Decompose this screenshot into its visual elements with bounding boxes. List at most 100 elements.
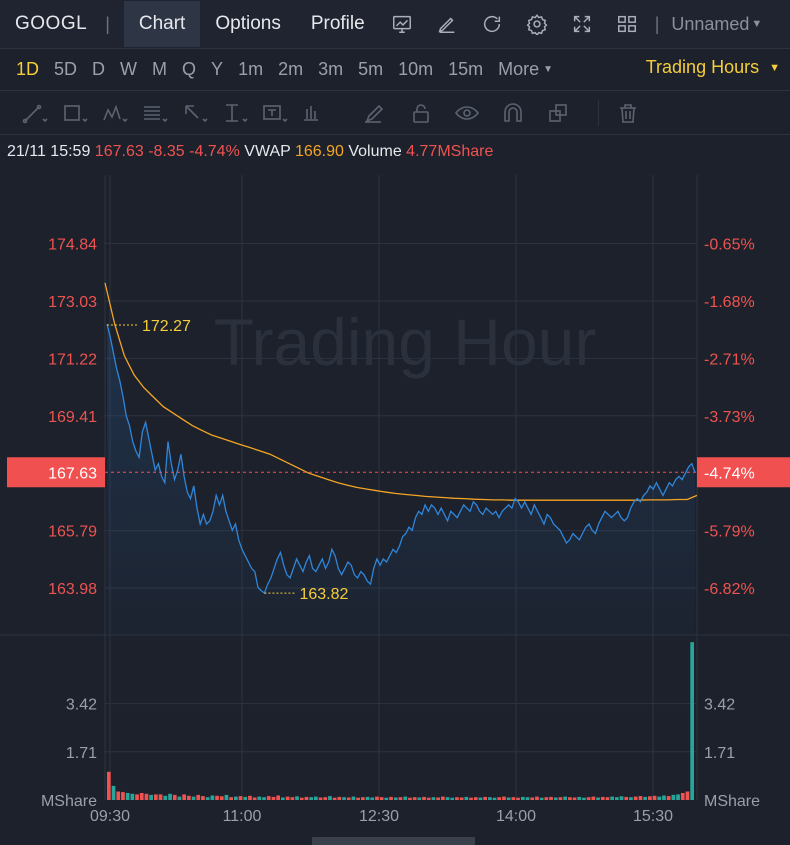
draw-icon[interactable] [435, 12, 459, 36]
volume-bar [389, 796, 393, 800]
volume-bar [158, 794, 163, 800]
timeframe-1m[interactable]: 1m [238, 58, 264, 79]
info-datetime: 21/11 15:59 [7, 143, 91, 160]
layout-separator: | [654, 13, 660, 34]
more-label: More [498, 58, 540, 79]
text-icon[interactable] [258, 98, 292, 128]
volume-bar [299, 797, 304, 800]
tab-chart[interactable]: Chart [123, 1, 201, 47]
volume-bar [318, 797, 323, 800]
gear-icon[interactable] [525, 12, 549, 36]
pattern-icon[interactable] [98, 98, 132, 128]
trading-hours-dropdown[interactable]: Trading Hours ▼ [646, 57, 780, 78]
volume-bar [582, 797, 586, 800]
left-price-tick: 173.03 [48, 294, 97, 311]
volume-bar [257, 796, 262, 800]
timeframe-15m[interactable]: 15m [448, 58, 484, 79]
volume-bar [262, 797, 266, 800]
time-tick: 11:00 [223, 808, 262, 825]
chart-pattern-icon[interactable] [298, 98, 332, 128]
layout-selector[interactable]: Unnamed ▼ [671, 14, 762, 35]
left-price-tick: 169.41 [48, 409, 97, 426]
volume-bar [111, 785, 116, 800]
volume-bar [266, 796, 271, 800]
price-chart[interactable]: Trading Hour 174.84 -0.65% 173.03 -1.68% 171… [0, 175, 790, 845]
volume-bar [497, 797, 502, 800]
timeframe-m[interactable]: M [152, 58, 168, 79]
volume-bar [539, 797, 544, 800]
tab-options[interactable]: Options [200, 1, 295, 47]
tab-chart-label: Chart [138, 13, 186, 34]
volume-bar [648, 796, 652, 800]
volume-bar [149, 794, 153, 800]
timeframe-2m[interactable]: 2m [278, 58, 304, 79]
volume-bar [295, 796, 299, 800]
volume-bar [191, 796, 196, 800]
timeframe-q[interactable]: Q [182, 58, 197, 79]
volume-bar [586, 797, 591, 800]
volume-bar [107, 771, 111, 800]
refresh-icon[interactable] [480, 12, 504, 36]
brush-icon[interactable] [358, 98, 392, 128]
timeframe-more-button[interactable]: More ▼ [498, 59, 553, 80]
timeframe-d[interactable]: D [92, 58, 106, 79]
volume-bar [619, 796, 624, 800]
trash-icon[interactable] [611, 98, 645, 128]
volume-bar [690, 642, 694, 800]
timeframe-10m[interactable]: 10m [398, 58, 434, 79]
time-tick: 09:30 [90, 808, 130, 825]
arrow-icon[interactable] [178, 98, 212, 128]
volume-bar [629, 797, 633, 800]
timeframe-1d[interactable]: 1D [16, 58, 40, 79]
volume-bar [196, 794, 201, 800]
left-price-tick: 174.84 [48, 237, 97, 254]
volume-bar [182, 794, 186, 800]
volume-bar [398, 797, 403, 800]
caret-down-icon: ▼ [543, 63, 554, 75]
top-bar: GOOGL | Chart Options Profile | Unnamed … [0, 0, 790, 49]
left-price-tick: 171.22 [48, 351, 97, 368]
volume-bar [478, 797, 483, 800]
timeframe-3m[interactable]: 3m [318, 58, 344, 79]
timeframe-y[interactable]: Y [211, 58, 224, 79]
measure-icon[interactable] [218, 98, 252, 128]
trendline-icon[interactable] [18, 98, 52, 128]
volume-bar [662, 795, 666, 800]
timeframe-5m[interactable]: 5m [358, 58, 384, 79]
rectangle-icon[interactable] [58, 98, 92, 128]
lock-icon[interactable] [404, 98, 438, 128]
volume-left-tick: 1.71 [66, 745, 97, 762]
time-tick: 14:00 [496, 808, 536, 825]
fib-icon[interactable] [138, 98, 172, 128]
drawing-toolbar-separator [598, 99, 599, 126]
layout-name-label: Unnamed [671, 13, 750, 34]
timeframe-5d[interactable]: 5D [54, 58, 78, 79]
volume-bar [276, 795, 280, 800]
tab-profile[interactable]: Profile [296, 1, 380, 47]
magnet-icon[interactable] [496, 98, 530, 128]
caret-down-icon: ▼ [751, 18, 763, 30]
volume-bar [130, 793, 135, 800]
volume-bar [412, 797, 417, 800]
info-vwap-value: 166.90 [294, 143, 344, 160]
volume-bar [596, 797, 600, 800]
right-pct-tick: -5.79% [704, 524, 755, 541]
timeframe-w[interactable]: W [120, 58, 138, 79]
duplicate-icon[interactable] [542, 98, 576, 128]
caret-down-icon: ▼ [769, 61, 780, 74]
price-line [106, 323, 696, 595]
eye-icon[interactable] [450, 98, 484, 128]
layout-grid-icon[interactable] [615, 12, 639, 36]
volume-bar [441, 796, 445, 800]
volume-bar [516, 797, 520, 800]
ticker-symbol[interactable]: GOOGL [15, 13, 88, 34]
volume-bar [342, 797, 346, 800]
current-price-badge [7, 457, 105, 488]
left-price-tick: 165.79 [48, 524, 97, 541]
indicator-icon[interactable] [390, 12, 414, 36]
volume-bar [154, 794, 158, 800]
fullscreen-icon[interactable] [570, 12, 594, 36]
vwap-line [104, 282, 698, 501]
volume-bar [163, 795, 168, 800]
volume-bar [243, 796, 248, 800]
